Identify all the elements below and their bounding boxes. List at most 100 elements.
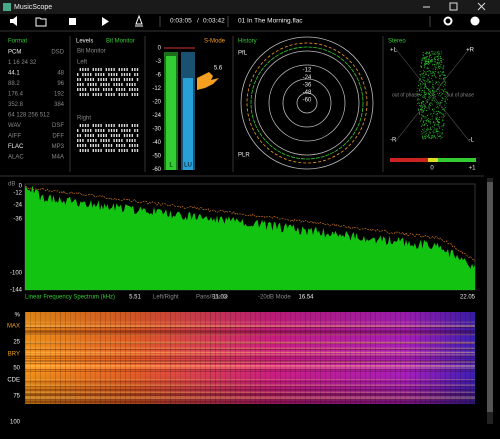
toolbar-icons[interactable] — [10, 14, 480, 27]
stereo-dot — [436, 121, 438, 122]
stereo-label: +1 — [469, 166, 477, 172]
stereo-dot — [421, 106, 423, 108]
info-button[interactable] — [470, 16, 480, 26]
stereo-dot — [427, 60, 429, 62]
spectrogram-column — [310, 312, 311, 404]
stereo-dot — [439, 135, 441, 137]
spectrogram-column — [375, 312, 376, 404]
stereo-dot — [440, 95, 442, 97]
bit-cell — [126, 124, 128, 127]
stereo-dot — [430, 121, 431, 123]
stereo-dot — [430, 128, 431, 130]
bit-cell — [92, 83, 94, 86]
bit-cell — [90, 144, 92, 147]
bit-cell — [121, 88, 123, 91]
bit-cell — [116, 73, 118, 76]
stereo-dot — [423, 83, 425, 85]
spectrogram-column — [435, 312, 436, 404]
stereo-dot — [436, 131, 437, 133]
maximize[interactable] — [449, 2, 458, 11]
spectrogram-column — [395, 312, 396, 404]
spectrogram-column — [445, 312, 446, 404]
app-icon — [3, 3, 11, 11]
stereo-dot — [428, 75, 429, 77]
spectrogram-stripe — [25, 333, 475, 336]
stereo-dot — [420, 95, 422, 96]
stereo-dot — [419, 90, 421, 92]
stereo-dot — [425, 123, 427, 124]
close[interactable] — [477, 2, 486, 11]
stereo-dot — [420, 104, 422, 106]
scroll-thumb[interactable] — [487, 182, 493, 412]
metronome-button[interactable] — [135, 14, 143, 27]
stereo-dot — [436, 92, 438, 94]
stereo-dot — [436, 119, 437, 120]
stereo-dot — [423, 136, 425, 138]
stereo-dot — [438, 103, 439, 105]
stereo-dot — [437, 123, 439, 125]
stereo-dot — [425, 53, 426, 54]
bit-cell — [123, 124, 126, 127]
stereo-dot — [420, 94, 422, 95]
stereo-dot — [440, 112, 442, 114]
window-controls[interactable] — [423, 2, 486, 11]
stereo-dot — [432, 79, 434, 81]
bit-cell — [116, 129, 118, 132]
format-option: DSD — [51, 50, 64, 56]
bit-cell — [126, 139, 128, 142]
stereo-dot — [423, 74, 425, 76]
stereo-scatter — [416, 51, 449, 140]
bit-cell — [110, 124, 113, 127]
spectrogram-column — [250, 312, 251, 404]
stereo-dot — [431, 61, 433, 62]
stereo-dot — [422, 60, 424, 62]
stereo-dot — [438, 82, 440, 84]
stereo-dot — [431, 135, 433, 137]
stereo-dot — [432, 90, 433, 92]
settings-button[interactable] — [443, 16, 453, 26]
stereo-dot — [431, 60, 433, 62]
stereo-dot — [427, 80, 429, 82]
stereo-dot — [420, 108, 421, 110]
bit-cell — [92, 134, 94, 137]
bit-cell — [129, 129, 131, 132]
stereo-dot — [437, 56, 439, 57]
play-button[interactable] — [102, 17, 109, 26]
volume-button[interactable] — [10, 16, 17, 26]
stereo-dot — [423, 57, 425, 59]
bit-cell — [116, 78, 118, 81]
bit-cell — [110, 88, 113, 91]
bit-cell — [100, 139, 102, 142]
bit-cell — [82, 144, 84, 147]
stereo-dot — [423, 90, 425, 92]
bit-cell — [131, 134, 133, 137]
stop-button[interactable] — [69, 18, 76, 25]
stereo-dot — [420, 120, 421, 122]
stereo-dot — [429, 82, 431, 84]
stereo-dot — [423, 94, 425, 96]
stereo-dot — [442, 89, 444, 91]
format-title: Format — [8, 39, 27, 45]
stereo-dot — [426, 129, 428, 131]
stereo-dot — [418, 81, 420, 83]
stereo-dot — [419, 93, 421, 95]
stereo-dot — [418, 88, 420, 90]
stereo-dot — [439, 78, 441, 79]
stereo-dot — [423, 80, 425, 81]
spectrogram-column — [195, 312, 196, 404]
stereo-dot — [434, 57, 435, 59]
spectrogram-stripe — [25, 389, 475, 391]
bit-cell — [87, 134, 89, 137]
bit-cell — [103, 144, 105, 147]
bit-cell — [90, 83, 92, 86]
spectrum-caption: Linear Frequency Spectrum (kHz) — [25, 295, 115, 301]
bit-cell — [103, 129, 105, 132]
stereo-dot — [423, 96, 425, 98]
bit-cell — [84, 68, 87, 71]
stereo-dot — [434, 59, 436, 61]
stereo-dot — [425, 93, 427, 95]
stereo-dot — [432, 72, 434, 74]
stereo-dot — [439, 101, 441, 103]
open-button[interactable] — [35, 17, 47, 27]
stereo-dot — [418, 102, 419, 104]
